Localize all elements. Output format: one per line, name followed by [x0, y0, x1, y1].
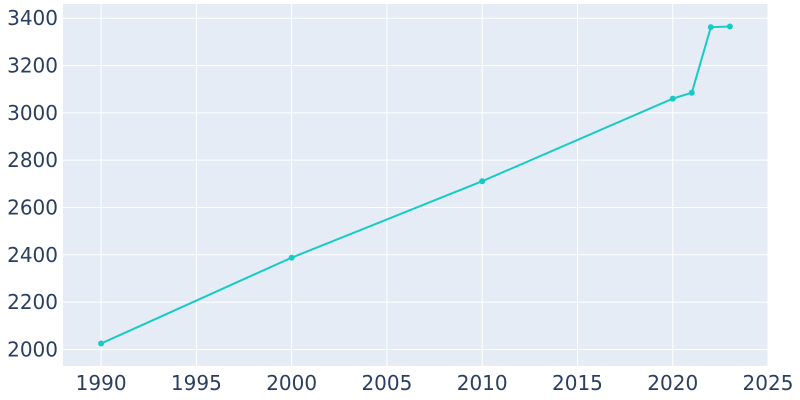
x-tick-label: 2005 [361, 371, 412, 395]
x-tick-label: 1995 [171, 371, 222, 395]
x-tick-label: 1990 [76, 371, 127, 395]
y-tick-label: 2000 [7, 337, 58, 361]
x-gridlines [100, 4, 769, 366]
y-tick-label: 2400 [7, 243, 58, 267]
data-point [707, 24, 714, 31]
data-point [688, 89, 695, 96]
x-tick-label: 2015 [552, 371, 603, 395]
data-point [479, 178, 486, 185]
y-tick-label: 3200 [7, 54, 58, 78]
x-tick-label: 2010 [457, 371, 508, 395]
y-tick-label: 2600 [7, 195, 58, 219]
x-tick-label: 2025 [743, 371, 794, 395]
data-point [669, 95, 676, 102]
data-point [98, 340, 105, 347]
plot-area [63, 4, 768, 366]
y-tick-label: 3400 [7, 6, 58, 30]
y-tick-label: 3000 [7, 101, 58, 125]
x-axis-ticks: 1990 1995 2000 2005 2010 2015 2020 2025 [76, 371, 794, 395]
x-tick-label: 2000 [266, 371, 317, 395]
data-point [726, 23, 733, 30]
y-axis-ticks: 2000 2200 2400 2600 2800 3000 3200 3400 [7, 6, 58, 361]
data-point [288, 254, 295, 261]
y-tick-label: 2800 [7, 148, 58, 172]
x-tick-label: 2020 [647, 371, 698, 395]
y-gridlines [63, 17, 768, 350]
series-layer [98, 23, 733, 347]
y-tick-label: 2200 [7, 290, 58, 314]
